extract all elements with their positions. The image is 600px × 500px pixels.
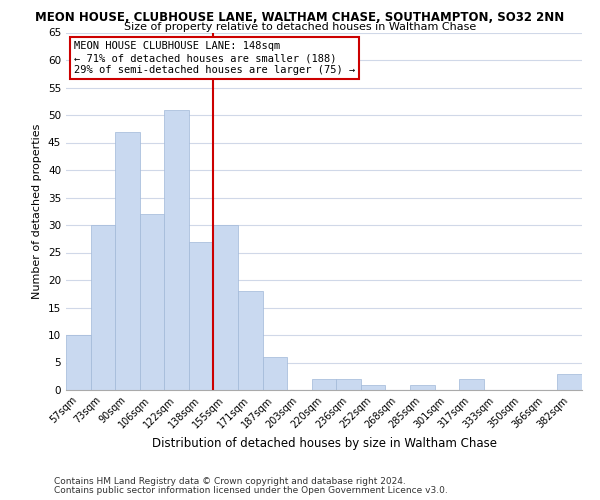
Text: Contains public sector information licensed under the Open Government Licence v3: Contains public sector information licen… (54, 486, 448, 495)
Bar (361, 384, 385, 390)
Bar (189, 242, 214, 390)
Bar (91, 225, 115, 390)
Text: MEON HOUSE, CLUBHOUSE LANE, WALTHAM CHASE, SOUTHAMPTON, SO32 2NN: MEON HOUSE, CLUBHOUSE LANE, WALTHAM CHAS… (35, 11, 565, 24)
Bar (410, 384, 434, 390)
Y-axis label: Number of detached properties: Number of detached properties (32, 124, 43, 299)
Bar (164, 110, 189, 390)
Bar (312, 379, 336, 390)
Text: MEON HOUSE CLUBHOUSE LANE: 148sqm
← 71% of detached houses are smaller (188)
29%: MEON HOUSE CLUBHOUSE LANE: 148sqm ← 71% … (74, 42, 355, 74)
Text: Contains HM Land Registry data © Crown copyright and database right 2024.: Contains HM Land Registry data © Crown c… (54, 477, 406, 486)
Text: Size of property relative to detached houses in Waltham Chase: Size of property relative to detached ho… (124, 22, 476, 32)
Bar (115, 132, 140, 390)
Bar (66, 335, 91, 390)
Bar (238, 291, 263, 390)
Bar (459, 379, 484, 390)
Bar (214, 225, 238, 390)
Bar (557, 374, 582, 390)
Bar (336, 379, 361, 390)
Bar (263, 357, 287, 390)
X-axis label: Distribution of detached houses by size in Waltham Chase: Distribution of detached houses by size … (151, 437, 497, 450)
Bar (140, 214, 164, 390)
